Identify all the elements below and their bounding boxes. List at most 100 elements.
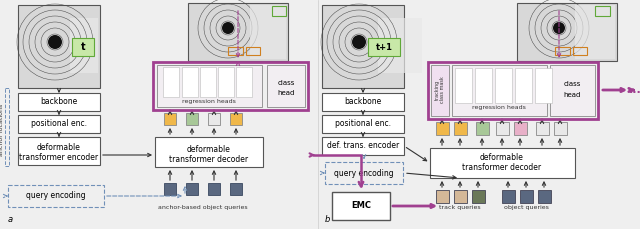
- Text: EMC: EMC: [351, 202, 371, 210]
- Bar: [575, 5, 615, 59]
- Bar: [246, 47, 260, 55]
- Bar: [8, 185, 104, 207]
- Bar: [228, 47, 243, 55]
- Circle shape: [48, 35, 62, 49]
- Bar: [18, 115, 100, 133]
- Text: transformer decoder: transformer decoder: [463, 164, 541, 172]
- Text: tracking
class mask: tracking class mask: [435, 77, 445, 103]
- Bar: [325, 162, 403, 184]
- Text: class: class: [563, 81, 580, 87]
- Bar: [555, 47, 570, 55]
- Bar: [431, 65, 449, 116]
- Bar: [182, 67, 198, 97]
- Bar: [18, 5, 100, 88]
- Bar: [163, 67, 179, 97]
- Bar: [208, 113, 220, 125]
- Bar: [188, 3, 288, 61]
- Text: deformable: deformable: [37, 144, 81, 153]
- Bar: [535, 68, 552, 103]
- Bar: [455, 68, 472, 103]
- Bar: [430, 148, 575, 178]
- Bar: [495, 68, 512, 103]
- Bar: [476, 122, 488, 135]
- Bar: [550, 65, 595, 116]
- Text: query encoding: query encoding: [26, 191, 86, 201]
- Bar: [452, 65, 547, 116]
- Bar: [595, 6, 610, 16]
- Text: object queries: object queries: [504, 205, 548, 210]
- Bar: [157, 65, 262, 107]
- Bar: [332, 192, 390, 220]
- Bar: [435, 122, 449, 135]
- Bar: [186, 183, 198, 195]
- Bar: [230, 183, 242, 195]
- Bar: [18, 137, 100, 165]
- Text: t+1: t+1: [376, 43, 392, 52]
- Bar: [515, 68, 532, 103]
- Text: positional enc.: positional enc.: [31, 120, 87, 128]
- Text: deformable: deformable: [480, 153, 524, 163]
- Bar: [472, 190, 484, 203]
- Bar: [520, 190, 532, 203]
- Text: anchor locations: anchor locations: [0, 104, 4, 156]
- Bar: [236, 67, 252, 97]
- Bar: [322, 115, 404, 133]
- Text: ...: ...: [628, 85, 640, 95]
- Text: a: a: [8, 215, 13, 224]
- Text: head: head: [563, 92, 580, 98]
- Text: def. trans. encoder: def. trans. encoder: [327, 142, 399, 150]
- Text: backbone: backbone: [344, 98, 381, 106]
- Bar: [155, 137, 263, 167]
- Bar: [368, 38, 400, 56]
- Text: deformable: deformable: [187, 144, 231, 153]
- Text: anchor-based object queries: anchor-based object queries: [158, 205, 248, 210]
- Bar: [18, 93, 100, 111]
- Bar: [322, 137, 404, 155]
- Bar: [164, 183, 176, 195]
- Bar: [5, 88, 9, 166]
- Bar: [322, 93, 404, 111]
- Bar: [378, 18, 422, 73]
- Circle shape: [352, 35, 366, 49]
- Bar: [475, 68, 492, 103]
- Bar: [322, 5, 404, 88]
- Text: positional enc.: positional enc.: [335, 120, 391, 128]
- Text: t: t: [81, 42, 85, 52]
- Bar: [208, 183, 220, 195]
- Bar: [272, 6, 286, 16]
- Bar: [513, 122, 527, 135]
- Bar: [218, 67, 234, 97]
- Bar: [267, 65, 305, 107]
- Bar: [495, 122, 509, 135]
- Bar: [428, 62, 598, 119]
- Bar: [164, 113, 176, 125]
- Circle shape: [222, 22, 234, 34]
- Bar: [502, 190, 515, 203]
- Text: regression heads: regression heads: [472, 106, 526, 111]
- Text: b: b: [324, 215, 330, 224]
- Bar: [554, 122, 566, 135]
- Text: backbone: backbone: [40, 98, 77, 106]
- Bar: [200, 67, 216, 97]
- Text: head: head: [277, 90, 294, 96]
- Bar: [186, 113, 198, 125]
- Text: class: class: [277, 80, 294, 86]
- Circle shape: [553, 22, 565, 34]
- Bar: [250, 5, 286, 59]
- Bar: [435, 190, 449, 203]
- Text: track queries: track queries: [439, 205, 481, 210]
- Bar: [517, 3, 617, 61]
- Text: query encoding: query encoding: [334, 169, 394, 177]
- Bar: [454, 190, 467, 203]
- Bar: [70, 18, 98, 73]
- Text: transformer encoder: transformer encoder: [19, 153, 99, 163]
- Bar: [538, 190, 550, 203]
- Text: regression heads: regression heads: [182, 99, 236, 104]
- Text: transformer decoder: transformer decoder: [170, 155, 248, 164]
- Bar: [230, 113, 242, 125]
- Bar: [454, 122, 467, 135]
- Bar: [536, 122, 548, 135]
- Bar: [153, 62, 308, 110]
- Bar: [72, 38, 94, 56]
- Bar: [573, 47, 587, 55]
